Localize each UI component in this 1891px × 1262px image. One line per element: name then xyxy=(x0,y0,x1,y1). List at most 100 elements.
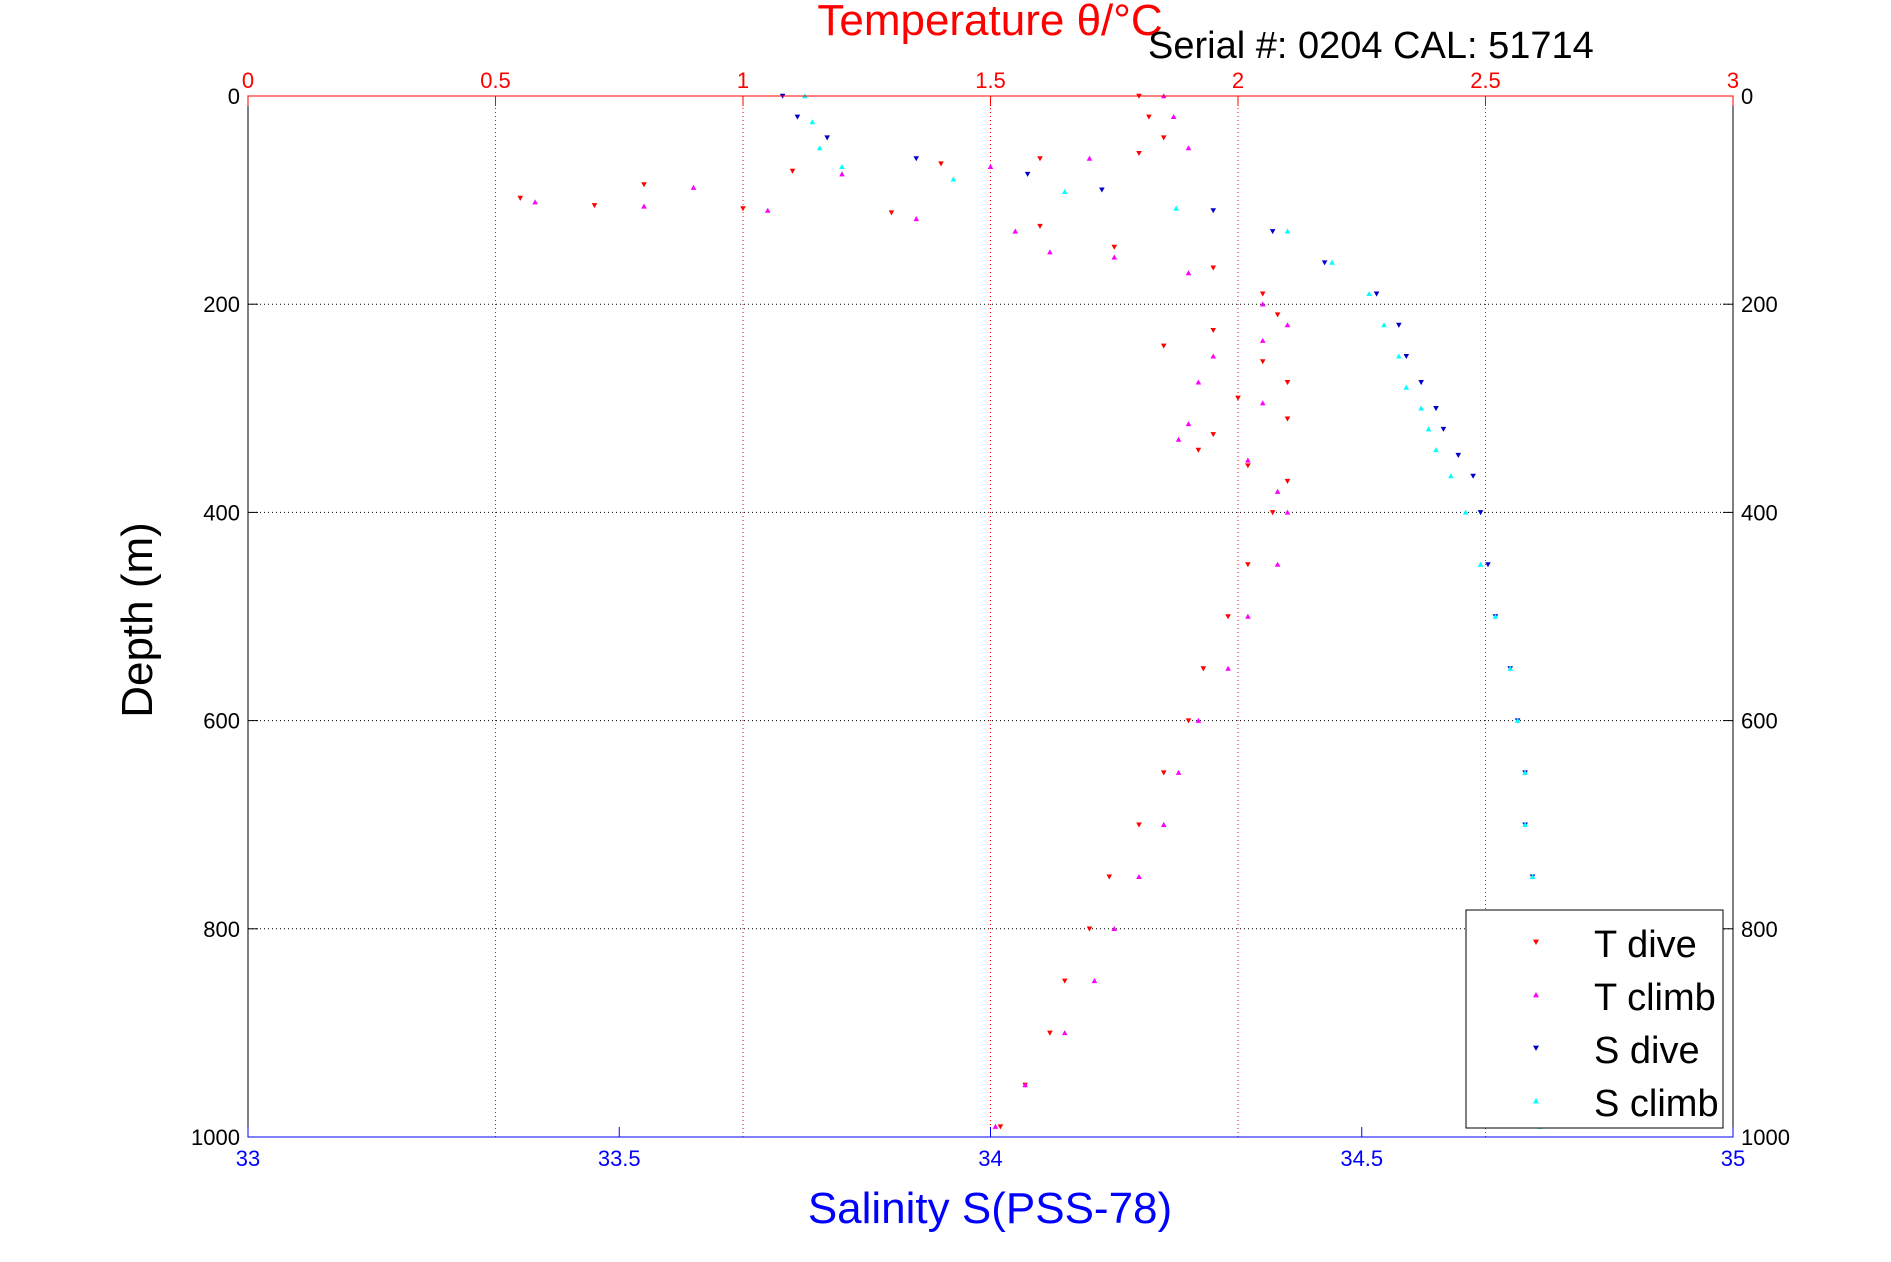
top-tick-label: 2 xyxy=(1232,68,1244,93)
bottom-tick-label: 35 xyxy=(1721,1146,1745,1171)
data-point xyxy=(1136,151,1142,157)
data-point xyxy=(641,182,647,188)
data-point xyxy=(1037,223,1043,229)
data-point xyxy=(1086,926,1093,932)
data-point xyxy=(1418,405,1424,411)
legend-marker xyxy=(1533,939,1539,945)
legend-label: S dive xyxy=(1594,1030,1700,1072)
top-tick-label: 1.5 xyxy=(975,68,1006,93)
data-point xyxy=(1284,478,1291,484)
data-point xyxy=(789,168,796,174)
data-point xyxy=(938,161,944,167)
data-point xyxy=(1061,188,1068,195)
data-point xyxy=(1175,436,1182,442)
right-tick-label: 400 xyxy=(1741,500,1778,525)
top-axis-title: Temperature θ/°C xyxy=(817,0,1162,45)
data-point xyxy=(1274,488,1281,494)
data-point xyxy=(824,135,830,141)
data-point xyxy=(1235,395,1241,401)
data-point xyxy=(517,195,524,201)
data-point xyxy=(913,216,920,222)
data-point xyxy=(997,1124,1004,1130)
data-point xyxy=(1210,208,1217,214)
bottom-tick-label: 34 xyxy=(978,1146,1002,1171)
data-point xyxy=(1160,135,1167,141)
data-point xyxy=(1259,301,1266,307)
data-point xyxy=(1024,171,1031,177)
right-tick-label: 600 xyxy=(1741,709,1778,734)
data-point xyxy=(1225,614,1231,620)
data-point xyxy=(1425,426,1432,432)
data-point xyxy=(1462,509,1469,515)
right-tick-label: 1000 xyxy=(1741,1125,1790,1150)
legend-label: T dive xyxy=(1594,924,1697,966)
data-point xyxy=(1284,380,1291,386)
data-point xyxy=(1284,322,1291,328)
y-axis-title: Depth (m) xyxy=(113,522,162,718)
data-point xyxy=(1259,359,1266,365)
data-point xyxy=(1396,322,1402,328)
data-point xyxy=(1111,926,1118,932)
data-point xyxy=(1160,343,1167,349)
data-point xyxy=(888,210,895,216)
data-point xyxy=(1329,259,1335,265)
data-point xyxy=(641,203,647,209)
data-point xyxy=(1245,562,1251,568)
data-point xyxy=(1284,416,1291,422)
data-point xyxy=(1418,380,1424,386)
data-point xyxy=(1136,822,1142,828)
data-point xyxy=(1259,291,1266,297)
data-point xyxy=(1210,432,1217,438)
left-tick-label: 800 xyxy=(203,917,240,942)
data-point xyxy=(1470,473,1476,479)
data-point xyxy=(1200,666,1207,672)
data-point xyxy=(1366,290,1372,297)
right-tick-label: 800 xyxy=(1741,917,1778,942)
data-point xyxy=(1047,1030,1053,1036)
data-point xyxy=(913,156,920,162)
serial-annotation: Serial #: 0204 CAL: 51714 xyxy=(1148,25,1594,67)
data-point xyxy=(1507,665,1514,671)
data-point xyxy=(1514,717,1521,723)
data-point xyxy=(1245,613,1251,619)
data-point xyxy=(1455,452,1462,458)
right-tick-label: 0 xyxy=(1741,84,1753,109)
left-tick-label: 200 xyxy=(203,292,240,317)
data-point xyxy=(1259,400,1266,406)
bottom-tick-label: 33 xyxy=(236,1146,260,1171)
data-point xyxy=(1185,145,1192,151)
data-point xyxy=(1160,770,1167,776)
data-point xyxy=(591,203,598,209)
left-tick-label: 400 xyxy=(203,500,240,525)
data-point xyxy=(1321,260,1328,266)
data-point xyxy=(1259,337,1266,343)
data-point xyxy=(839,163,845,170)
data-point xyxy=(992,1123,999,1129)
data-point xyxy=(532,199,538,205)
data-point xyxy=(1433,447,1439,453)
data-point xyxy=(1403,384,1410,390)
data-point xyxy=(1269,229,1276,235)
legend-label: T climb xyxy=(1594,977,1716,1019)
data-point xyxy=(1396,353,1402,359)
data-point xyxy=(1492,613,1499,619)
data-point xyxy=(1245,463,1251,469)
bottom-tick-label: 34.5 xyxy=(1340,1146,1383,1171)
data-point xyxy=(1185,718,1192,724)
data-point xyxy=(1170,114,1177,120)
legend-marker xyxy=(1533,1045,1539,1051)
data-point xyxy=(1433,406,1439,412)
left-tick-label: 600 xyxy=(203,709,240,734)
legend-box xyxy=(1465,909,1724,1129)
data-point xyxy=(1061,978,1068,984)
data-point xyxy=(1037,156,1043,162)
data-point xyxy=(1111,244,1118,250)
data-point xyxy=(987,163,994,170)
data-point xyxy=(839,171,845,177)
left-tick-label: 1000 xyxy=(191,1125,240,1150)
data-point xyxy=(1529,873,1536,879)
data-point xyxy=(1099,187,1105,193)
data-point xyxy=(1522,821,1528,827)
